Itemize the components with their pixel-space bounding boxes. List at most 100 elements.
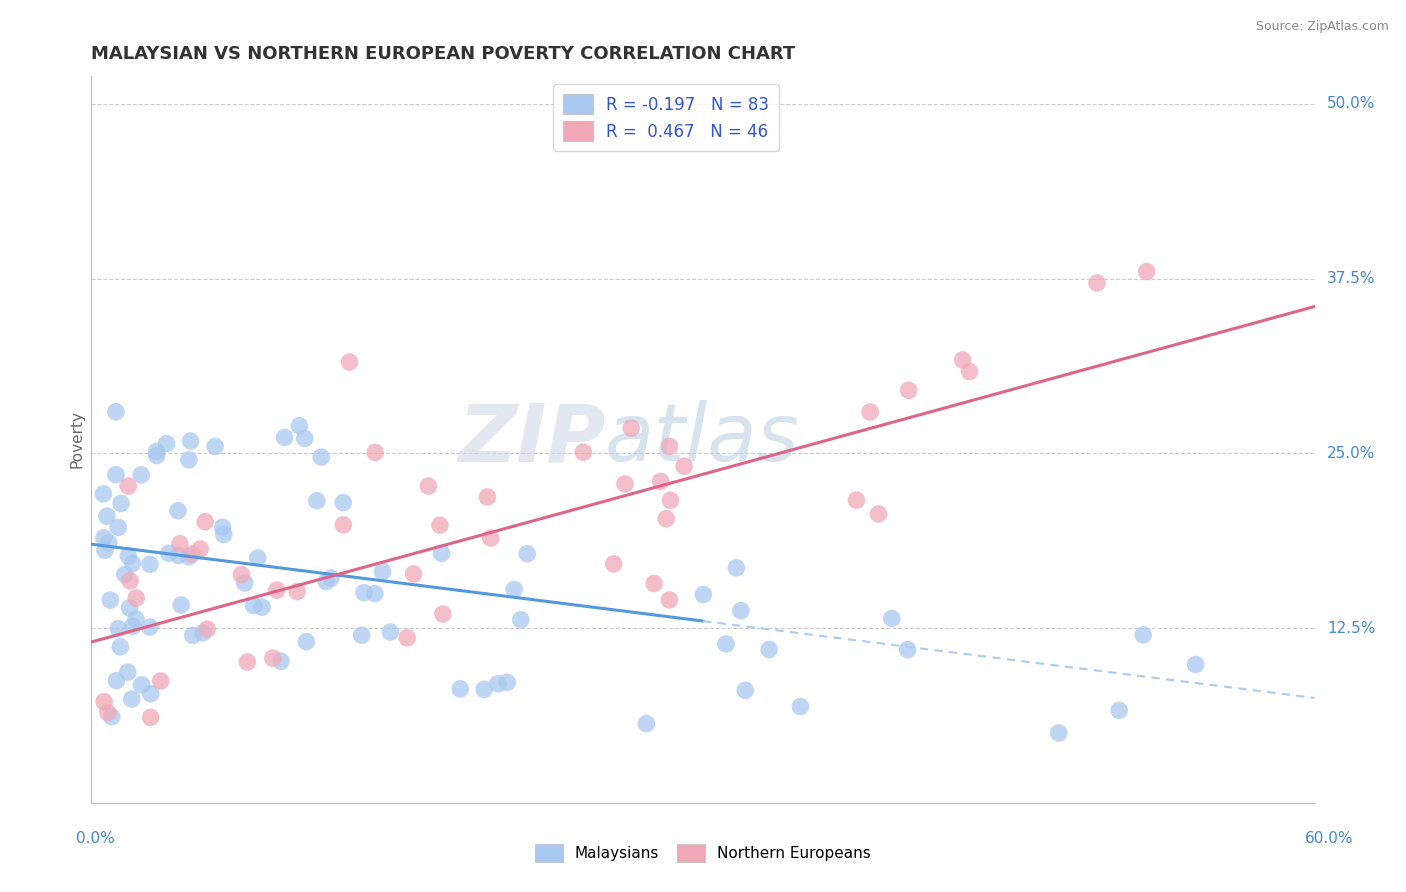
Point [93,531,115,545]
Legend: Malaysians, Northern Europeans: Malaysians, Northern Europeans [529,838,877,868]
Point [516,547,538,561]
Text: 37.5%: 37.5% [1327,271,1375,286]
Point [129,467,152,482]
Point [139,687,162,701]
Point [620,421,643,435]
Point [107,520,129,534]
Point [105,673,128,688]
Point [114,567,136,582]
Point [1136,264,1159,278]
Point [650,475,672,489]
Point [472,682,495,697]
Point [449,681,471,696]
Point [1108,703,1130,717]
Point [96,509,118,524]
Point [139,710,162,724]
Y-axis label: Poverty: Poverty [69,410,84,468]
Point [315,574,337,589]
Point [236,655,259,669]
Point [1184,657,1206,672]
Point [104,405,127,419]
Point [692,587,714,601]
Text: 0.0%: 0.0% [76,831,115,846]
Point [758,642,780,657]
Text: 50.0%: 50.0% [1327,96,1375,112]
Point [614,476,637,491]
Point [177,549,200,564]
Point [432,607,454,621]
Point [191,625,214,640]
Point [107,622,129,636]
Point [602,557,624,571]
Point [149,673,172,688]
Point [194,515,217,529]
Point [125,591,148,605]
Point [121,692,143,706]
Point [188,541,211,556]
Point [1132,628,1154,642]
Point [93,695,115,709]
Point [897,642,920,657]
Point [157,546,180,560]
Point [97,535,120,549]
Point [100,710,122,724]
Text: 25.0%: 25.0% [1327,446,1375,461]
Point [418,479,440,493]
Point [859,405,882,419]
Point [121,619,143,633]
Point [332,495,354,509]
Point [1047,726,1070,740]
Point [117,479,139,493]
Point [572,445,595,459]
Point [138,620,160,634]
Point [477,490,499,504]
Point [658,439,681,453]
Text: ZIP: ZIP [458,401,605,478]
Point [430,546,453,560]
Point [262,651,284,665]
Point [509,613,531,627]
Point [714,637,737,651]
Text: 60.0%: 60.0% [1305,831,1353,846]
Point [789,699,811,714]
Point [181,547,204,561]
Point [371,565,394,579]
Point [94,543,117,558]
Point [396,631,419,645]
Point [1085,276,1108,290]
Point [503,582,526,597]
Point [120,574,142,588]
Point [332,517,354,532]
Point [959,365,981,379]
Point [180,434,202,448]
Point [659,493,682,508]
Text: atlas: atlas [605,401,800,478]
Point [952,353,974,368]
Point [655,511,678,525]
Point [429,518,451,533]
Point [110,496,132,510]
Point [181,628,204,642]
Point [309,450,332,464]
Point [730,604,752,618]
Point [110,640,132,654]
Point [246,551,269,566]
Point [250,600,273,615]
Point [145,444,167,458]
Point [658,593,681,607]
Text: Source: ZipAtlas.com: Source: ZipAtlas.com [1256,20,1389,33]
Point [170,598,193,612]
Point [145,449,167,463]
Text: MALAYSIAN VS NORTHERN EUROPEAN POVERTY CORRELATION CHART: MALAYSIAN VS NORTHERN EUROPEAN POVERTY C… [91,45,796,63]
Point [364,445,387,459]
Point [479,531,502,545]
Legend: R = -0.197   N = 83, R =  0.467   N = 46: R = -0.197 N = 83, R = 0.467 N = 46 [553,84,779,152]
Point [402,566,425,581]
Point [845,493,868,508]
Point [868,507,890,521]
Point [636,716,658,731]
Point [725,561,748,575]
Point [233,576,256,591]
Point [273,430,295,444]
Point [266,583,288,598]
